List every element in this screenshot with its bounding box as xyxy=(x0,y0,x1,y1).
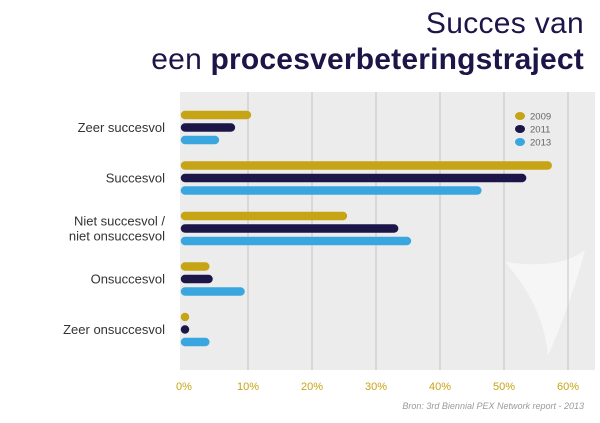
legend-label-2009: 2009 xyxy=(530,112,551,123)
legend-label-2013: 2013 xyxy=(530,138,551,149)
bar-2009 xyxy=(180,161,552,170)
bar-2011 xyxy=(180,274,213,284)
x-tick-label: 0% xyxy=(176,381,192,393)
category-label: Niet succesvol / xyxy=(74,214,165,229)
x-tick-label: 20% xyxy=(301,381,323,393)
legend-marker-2009 xyxy=(515,112,525,120)
chart-title: Succes van een procesverbeteringstraject xyxy=(151,6,584,78)
legend-marker-2013 xyxy=(515,138,525,146)
x-tick-label: 50% xyxy=(493,381,515,393)
category-label: Zeer onsuccesvol xyxy=(63,322,165,337)
legend-marker-2011 xyxy=(515,125,525,133)
bar-2011 xyxy=(180,123,236,132)
title-line-1: Succes van xyxy=(425,7,584,40)
category-label: Succesvol xyxy=(106,171,165,186)
bar-2011 xyxy=(180,173,527,183)
x-tick-label: 40% xyxy=(429,381,451,393)
x-tick-label: 60% xyxy=(557,381,579,393)
bar-2009 xyxy=(180,211,348,221)
bar-2013 xyxy=(180,186,482,195)
title-line-2: een procesverbeteringstraject xyxy=(151,42,584,78)
watermark-shape xyxy=(505,250,585,356)
title-prefix: een xyxy=(151,43,202,76)
category-label: niet onsuccesvol xyxy=(69,229,165,244)
title-bold: procesverbeteringstraject xyxy=(210,43,584,76)
bar-2011 xyxy=(180,325,190,334)
bar-2009 xyxy=(180,110,252,120)
category-label: Onsuccesvol xyxy=(91,272,166,287)
source-note: Bron: 3rd Biennial PEX Network report - … xyxy=(402,401,584,411)
legend-label-2011: 2011 xyxy=(530,125,550,136)
category-label: Zeer succesvol xyxy=(78,120,166,135)
bar-2013 xyxy=(180,236,412,246)
bar-2009 xyxy=(180,312,190,322)
bar-2009 xyxy=(180,262,210,271)
x-tick-label: 10% xyxy=(237,381,259,393)
bar-2013 xyxy=(180,135,220,145)
bar-2013 xyxy=(180,337,210,347)
x-tick-label: 30% xyxy=(365,381,387,393)
bar-2013 xyxy=(180,287,245,296)
bar-2011 xyxy=(180,224,399,233)
